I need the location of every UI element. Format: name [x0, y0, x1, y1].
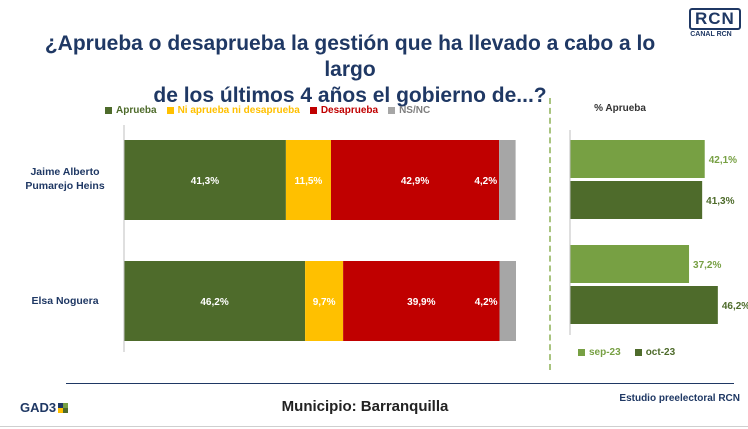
legend-item-2: Ni aprueba ni desaprueba: [166, 103, 300, 117]
legend-item-1-label: Aprueba: [116, 104, 157, 116]
bar-2-aprueba: [124, 261, 306, 341]
data-label-1-1: 41,3%: [191, 176, 219, 187]
approval-label-1-sep-23: 42,1%: [709, 155, 737, 166]
data-label-2-3: 39,9%: [407, 297, 435, 308]
bar-1-ns-nc: [499, 140, 516, 220]
approval-legend: sep-23 oct-23: [578, 347, 675, 358]
data-label-1-4: 4,2%: [474, 176, 497, 187]
approval-legend-item-2-label: oct-23: [645, 347, 676, 358]
legend-item-1: Aprueba: [105, 103, 157, 117]
approval-bar-2-sep-23: [570, 245, 690, 283]
approval-legend-item-1: sep-23: [578, 347, 621, 358]
approval-label-2-sep-23: 37,2%: [693, 260, 721, 271]
approval-label-2-oct-23: 46,2%: [722, 301, 748, 312]
legend-item-2-swatch: [166, 106, 174, 114]
legend-item-2-label: Ni aprueba ni desaprueba: [177, 104, 300, 116]
bar-1-aprueba: [124, 140, 286, 220]
data-label-2-2: 9,7%: [313, 297, 336, 308]
approval-legend-item-2-swatch: [634, 349, 642, 356]
source-label: Estudio preelectoral RCN: [619, 393, 740, 404]
legend-item-3-label: Desaprueba: [320, 104, 379, 116]
approval-bar-1-oct-23: [570, 181, 703, 219]
data-label-1-2: 11,5%: [295, 176, 323, 187]
candidate-label-2: Elsa Noguera: [31, 295, 99, 307]
cube-icon: [58, 402, 69, 413]
legend-item-3-swatch: [309, 106, 317, 114]
approval-bar-2-oct-23: [570, 286, 718, 324]
legend-item-4-swatch: [388, 106, 396, 114]
legend-item-1-swatch: [105, 106, 112, 114]
data-label-1-3: 42,9%: [401, 176, 429, 187]
candidate-label-1: Jaime Alberto Pumarejo Heins: [25, 166, 105, 192]
legend-item-4: NS/NC: [388, 103, 430, 117]
title-line-2: de los últimos 4 años el gobierno de...?: [153, 84, 547, 107]
approval-legend-item-1-label: sep-23: [589, 347, 621, 358]
approval-label-1-oct-23: 41,3%: [706, 196, 734, 207]
gad3-logo: GAD3: [20, 400, 69, 415]
legend-item-3: Desaprueba: [309, 103, 379, 117]
approval-chart-title: % Aprueba: [594, 103, 646, 114]
legend-item-4-label: NS/NC: [399, 104, 431, 116]
data-label-2-4: 4,2%: [475, 297, 498, 308]
chart-title: ¿Aprueba o desaprueba la gestión que ha …: [20, 31, 680, 109]
gad3-logo-text: GAD3: [20, 400, 57, 415]
approval-bar-1-sep-23: [570, 140, 705, 178]
rcn-logo: RCN CANAL RCN: [683, 8, 741, 44]
main-legend: Aprueba Ni aprueba ni desaprueba Desaprueb…: [105, 103, 430, 117]
bar-1-ni-aprueba-ni-desaprueba: [285, 140, 331, 220]
page-bottom-rule: [0, 426, 748, 427]
bar-2-ni-aprueba-ni-desaprueba: [305, 261, 344, 341]
rcn-logo-mark: RCN: [689, 8, 741, 30]
bar-1-desaprueba: [330, 140, 500, 220]
footer-rule: [66, 383, 734, 384]
bar-2-desaprueba: [343, 261, 500, 341]
approval-legend-item-2: oct-23: [634, 347, 676, 358]
bar-2-ns-nc: [499, 261, 516, 341]
chart-divider: [549, 98, 551, 370]
municipio-label: Municipio: Barranquilla: [281, 398, 449, 415]
rcn-logo-subtitle: CANAL RCN: [690, 31, 732, 38]
title-line-1: ¿Aprueba o desaprueba la gestión que ha …: [44, 32, 656, 81]
approval-legend-item-1-swatch: [578, 349, 585, 356]
data-label-2-1: 46,2%: [200, 297, 228, 308]
